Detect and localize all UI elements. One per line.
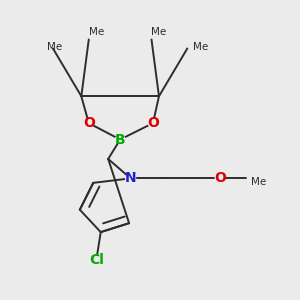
Text: N: N [125,171,136,185]
Ellipse shape [88,256,104,265]
Ellipse shape [125,174,136,183]
Text: O: O [214,171,226,185]
Text: Me: Me [89,27,104,37]
Text: Me: Me [251,177,266,187]
Text: Me: Me [47,42,62,52]
Ellipse shape [115,135,126,144]
Text: Me: Me [152,27,167,37]
Ellipse shape [147,118,159,127]
Text: B: B [115,133,125,146]
Text: Cl: Cl [89,254,104,268]
Text: O: O [83,116,95,130]
Text: Me: Me [193,42,208,52]
Ellipse shape [83,118,94,127]
Text: O: O [147,116,159,130]
Ellipse shape [214,174,226,183]
